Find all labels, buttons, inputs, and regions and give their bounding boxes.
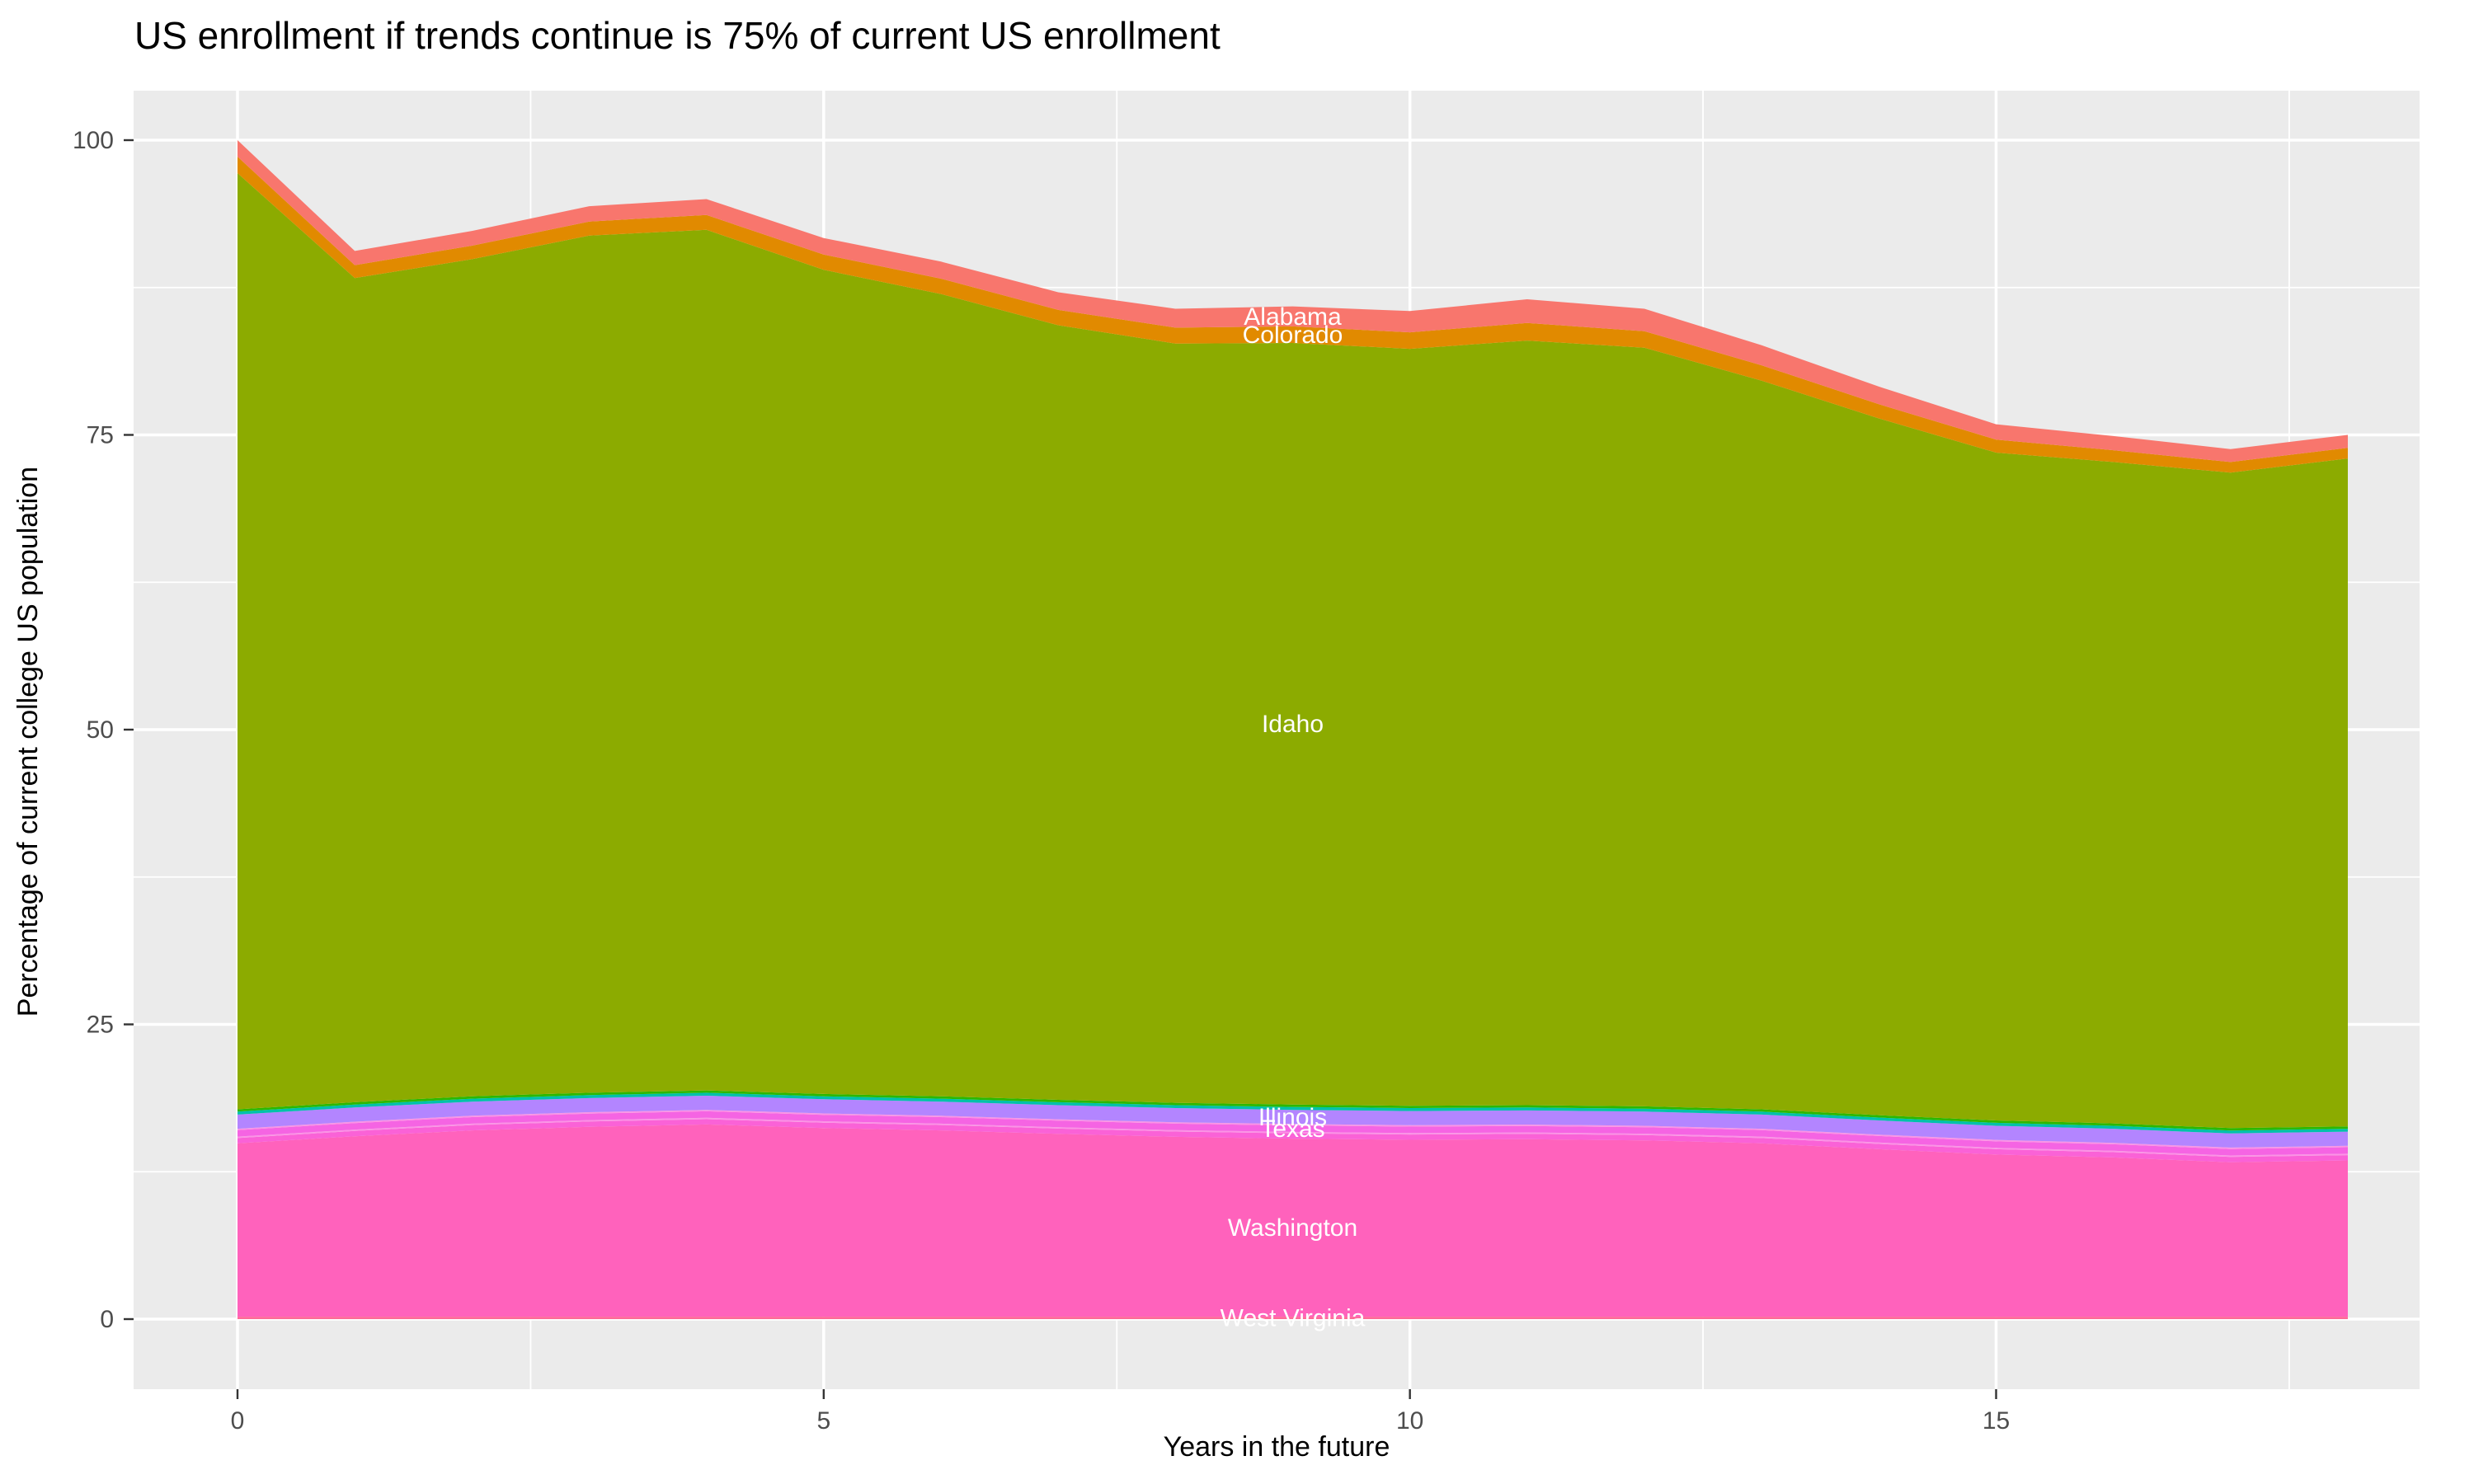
area-label-alabama: Alabama [1244, 303, 1342, 331]
x-tick-label: 5 [816, 1407, 830, 1435]
area-unlabeled-teal-band [238, 1092, 2348, 1134]
x-axis-title: Years in the future [1163, 1431, 1390, 1463]
area-alabama [238, 140, 2348, 463]
x-tick-label: 10 [1396, 1407, 1423, 1435]
x-tick-label: 0 [231, 1407, 245, 1435]
y-tick-label: 50 [87, 716, 114, 744]
area-unlabeled-pink-hairline-lower [238, 1117, 2348, 1158]
area-unlabeled-green-band [238, 1090, 2348, 1131]
area-idaho [238, 173, 2348, 1129]
area-colorado [238, 157, 2348, 473]
chart-title: US enrollment if trends continue is 75% … [134, 14, 1221, 57]
y-tick-label: 100 [73, 127, 114, 154]
area-label-colorado: Colorado [1243, 322, 1343, 349]
area-label-west-virginia: West Virginia [1221, 1305, 1366, 1332]
x-tick-label: 15 [1982, 1407, 2010, 1435]
y-tick-label: 75 [87, 422, 114, 449]
area-label-texas: Texas [1260, 1115, 1324, 1143]
area-illinois [238, 1096, 2348, 1148]
y-tick-label: 0 [100, 1306, 114, 1333]
area-west-virginia [238, 1317, 2348, 1319]
area-label-illinois: Illinois [1258, 1104, 1327, 1131]
y-axis-title: Percentage of current college US populat… [12, 467, 44, 1017]
area-label-washington: Washington [1228, 1214, 1357, 1242]
area-unlabeled-magenta-band [238, 1119, 2348, 1162]
area-texas [238, 1111, 2348, 1156]
y-tick-label: 25 [87, 1012, 114, 1039]
y-axis-title-wrap: Percentage of current college US populat… [5, 49, 51, 1435]
area-washington [238, 1124, 2348, 1317]
area-label-idaho: Idaho [1262, 711, 1324, 738]
area-unlabeled-pink-hairline-upper [238, 1110, 2348, 1149]
